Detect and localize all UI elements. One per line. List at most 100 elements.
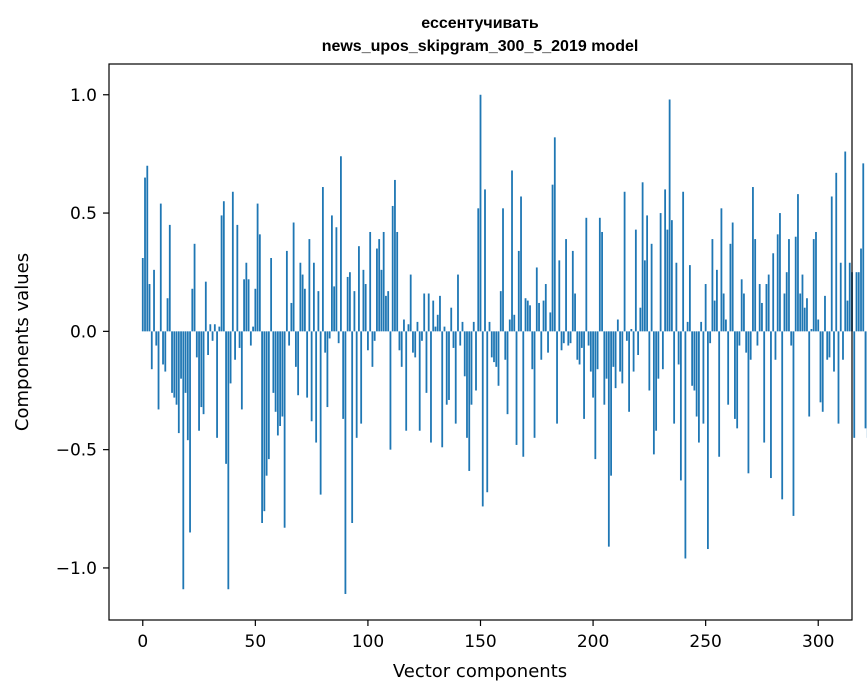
bar-82 (326, 331, 329, 408)
bar-251 (707, 331, 709, 550)
bar-60 (276, 331, 279, 436)
bar-28 (204, 281, 207, 332)
bar-228 (655, 331, 658, 431)
bar-134 (443, 326, 446, 332)
bar-246 (695, 331, 698, 417)
bar-116 (403, 319, 405, 332)
bar-165 (513, 314, 516, 332)
bar-208 (610, 331, 612, 476)
bar-181 (549, 312, 552, 332)
bar-219 (634, 229, 637, 332)
bar-67 (292, 222, 295, 332)
bar-90 (344, 331, 347, 594)
bar-44 (240, 331, 243, 410)
bar-156 (493, 331, 495, 363)
bar-37 (225, 331, 227, 464)
bar-267 (743, 293, 745, 332)
y-tick-label-0: −1.0 (56, 559, 97, 579)
bar-73 (306, 331, 309, 398)
bar-272 (754, 239, 757, 332)
bar-8 (159, 203, 162, 332)
bar-85 (333, 286, 336, 332)
bar-119 (409, 274, 412, 332)
bar-179 (544, 284, 547, 332)
bar-97 (360, 331, 363, 424)
bar-292 (799, 293, 802, 332)
bar-93 (351, 331, 354, 523)
bar-265 (738, 331, 741, 346)
bar-226 (650, 243, 653, 332)
y-tick-label-1: −0.5 (56, 441, 97, 461)
bar-194 (578, 331, 581, 365)
bar-245 (693, 331, 696, 391)
bar-152 (484, 189, 486, 332)
bar-314 (848, 262, 851, 332)
bar-18 (182, 331, 185, 590)
bar-173 (531, 331, 534, 370)
bar-104 (376, 248, 378, 332)
bar-205 (603, 331, 606, 405)
bar-55 (265, 331, 268, 476)
bar-17 (180, 331, 182, 379)
bar-247 (698, 331, 700, 443)
bar-252 (709, 331, 712, 344)
bar-277 (765, 284, 768, 332)
bar-266 (740, 279, 743, 332)
bar-313 (846, 300, 849, 332)
bar-110 (389, 331, 392, 450)
bar-311 (842, 331, 844, 360)
bar-141 (459, 331, 462, 346)
bar-159 (499, 291, 502, 332)
bar-30 (209, 324, 212, 332)
bar-201 (594, 331, 597, 460)
bar-237 (675, 262, 678, 332)
bar-65 (288, 331, 291, 346)
bar-310 (839, 262, 842, 332)
bar-302 (821, 331, 824, 412)
bar-147 (472, 321, 475, 332)
bar-35 (220, 215, 223, 332)
bar-118 (407, 324, 410, 332)
bar-108 (385, 295, 387, 332)
y-axis-label: Components values (12, 253, 33, 431)
bar-80 (321, 187, 324, 332)
bar-215 (625, 331, 628, 341)
bar-183 (553, 137, 556, 332)
bar-102 (371, 331, 374, 367)
bar-99 (364, 284, 367, 332)
bar-140 (457, 274, 459, 332)
bar-204 (601, 231, 603, 332)
bar-61 (279, 331, 282, 426)
bar-264 (736, 331, 739, 429)
bar-227 (652, 331, 655, 455)
bar-16 (177, 331, 180, 434)
bar-15 (175, 331, 178, 405)
bar-81 (324, 331, 327, 353)
bar-234 (668, 99, 671, 332)
bar-52 (258, 234, 261, 332)
bar-300 (817, 319, 820, 332)
bar-89 (342, 331, 345, 419)
bar-135 (445, 331, 448, 405)
bar-49 (252, 326, 254, 332)
bar-59 (274, 331, 277, 412)
x-tick-label-200: 200 (577, 632, 609, 652)
bar-269 (747, 331, 750, 474)
bar-11 (166, 298, 169, 332)
bar-184 (556, 331, 558, 424)
bar-231 (661, 331, 664, 370)
bar-160 (502, 208, 504, 332)
bar-40 (231, 191, 234, 332)
bar-3 (148, 284, 151, 332)
x-tick-label-300: 300 (802, 632, 834, 652)
bar-258 (722, 293, 725, 332)
bar-283 (779, 213, 781, 332)
bar-206 (605, 331, 608, 379)
bar-7 (157, 331, 160, 410)
bar-0 (141, 258, 144, 332)
bar-286 (785, 272, 788, 332)
bars-group (141, 94, 867, 594)
bar-210 (614, 331, 617, 389)
y-tick-label-3: 0.5 (70, 204, 97, 224)
